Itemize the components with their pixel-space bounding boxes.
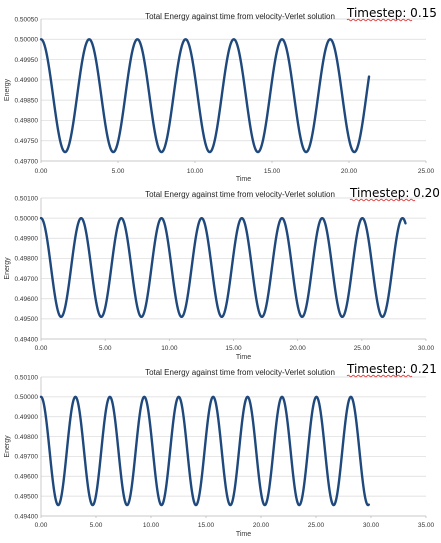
y-tick-label: 0.50100 bbox=[15, 195, 39, 202]
timestep-label: Timestep: 0.15 bbox=[346, 6, 437, 20]
chart-title: Total Energy against time from velocity-… bbox=[145, 190, 335, 199]
x-tick-label: 30.00 bbox=[418, 345, 435, 352]
y-tick-label: 0.49600 bbox=[15, 474, 39, 481]
x-tick-label: 0.00 bbox=[35, 522, 48, 529]
y-tick-label: 0.49950 bbox=[15, 57, 39, 64]
x-tick-label: 5.00 bbox=[99, 345, 112, 352]
y-tick-label: 0.50000 bbox=[15, 37, 39, 44]
x-tick-label: 35.00 bbox=[418, 522, 435, 529]
timestep-label: Timestep: 0.20 bbox=[349, 186, 440, 200]
y-tick-label: 0.49600 bbox=[15, 296, 39, 303]
x-tick-label: 10.00 bbox=[161, 345, 178, 352]
x-tick-label: 25.00 bbox=[418, 168, 435, 175]
chart-2: 0.49400 0.49500 0.49600 0.49700 0.49800 0.499… bbox=[4, 186, 440, 361]
x-axis-label: Time bbox=[236, 354, 251, 361]
chart-title: Total Energy against time from velocity-… bbox=[145, 368, 335, 377]
x-tick-label: 5.00 bbox=[112, 168, 125, 175]
x-tick-label: 10.00 bbox=[187, 168, 204, 175]
y-tick-label: 0.50050 bbox=[15, 16, 39, 23]
x-tick-label: 25.00 bbox=[354, 345, 371, 352]
x-tick-label: 20.00 bbox=[290, 345, 307, 352]
y-tick-label: 0.49800 bbox=[15, 256, 39, 263]
timestep-label: Timestep: 0.21 bbox=[346, 362, 437, 376]
spellcheck-underline bbox=[346, 374, 413, 378]
x-tick-label: 10.00 bbox=[143, 522, 160, 529]
x-tick-label: 0.00 bbox=[35, 168, 48, 175]
energy-series-line bbox=[39, 395, 370, 507]
x-tick-label: 15.00 bbox=[198, 522, 215, 529]
y-axis-label: Energy bbox=[4, 435, 11, 458]
spellcheck-underline bbox=[346, 18, 413, 22]
y-tick-label: 0.49700 bbox=[15, 276, 39, 283]
x-tick-label: 5.00 bbox=[90, 522, 103, 529]
energy-series-line bbox=[39, 216, 407, 319]
energy-series-line bbox=[39, 38, 371, 154]
x-tick-label: 25.00 bbox=[308, 522, 325, 529]
y-tick-label: 0.50000 bbox=[15, 215, 39, 222]
x-tick-label: 15.00 bbox=[264, 168, 281, 175]
y-tick-label: 0.49700 bbox=[15, 454, 39, 461]
y-tick-label: 0.50000 bbox=[15, 394, 39, 401]
x-axis-label: Time bbox=[236, 176, 251, 183]
x-tick-label: 0.00 bbox=[35, 345, 48, 352]
y-tick-label: 0.49900 bbox=[15, 77, 39, 84]
y-tick-label: 0.49800 bbox=[15, 434, 39, 441]
x-tick-label: 30.00 bbox=[363, 522, 380, 529]
x-tick-label: 15.00 bbox=[225, 345, 242, 352]
y-tick-label: 0.49500 bbox=[15, 316, 39, 323]
y-tick-label: 0.49700 bbox=[15, 158, 39, 165]
spellcheck-underline bbox=[349, 198, 416, 202]
chart-title: Total Energy against time from velocity-… bbox=[145, 12, 335, 21]
y-tick-label: 0.50100 bbox=[15, 374, 39, 381]
y-tick-label: 0.49400 bbox=[15, 513, 39, 520]
y-tick-label: 0.49400 bbox=[15, 336, 39, 343]
x-tick-label: 20.00 bbox=[253, 522, 270, 529]
y-axis-label: Energy bbox=[4, 257, 11, 280]
chart-3: 0.49400 0.49500 0.49600 0.49700 0.49800 0.499… bbox=[4, 362, 437, 538]
y-tick-label: 0.49500 bbox=[15, 493, 39, 500]
chart-1: 0.49700 0.49750 0.49800 0.49850 0.49900 0.499… bbox=[4, 6, 437, 183]
y-tick-label: 0.49900 bbox=[15, 414, 39, 421]
x-axis-label: Time bbox=[236, 531, 251, 538]
y-tick-label: 0.49800 bbox=[15, 118, 39, 125]
y-axis-label: Energy bbox=[4, 78, 11, 101]
x-tick-label: 20.00 bbox=[341, 168, 358, 175]
y-tick-label: 0.49750 bbox=[15, 138, 39, 145]
y-tick-label: 0.49900 bbox=[15, 236, 39, 243]
y-tick-label: 0.49850 bbox=[15, 97, 39, 104]
